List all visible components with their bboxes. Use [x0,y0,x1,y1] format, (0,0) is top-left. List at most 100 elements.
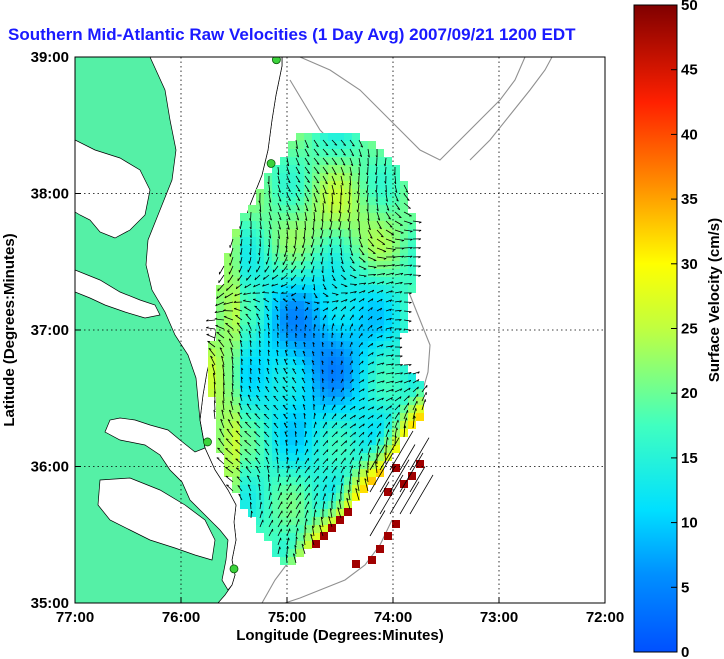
velocity-vector-head [313,517,316,521]
velocity-cell [328,413,336,421]
velocity-cell [296,533,304,541]
velocity-cell [224,357,232,365]
velocity-vector-head [306,440,308,443]
colorbar-label: Surface Velocity (cm/s) [706,218,723,382]
velocity-cell [376,349,384,357]
velocity-vector-head [341,351,343,354]
velocity-cell [336,325,344,333]
velocity-cell [280,501,288,509]
velocity-cell [248,293,256,301]
velocity-vector [291,256,297,266]
velocity-cell [312,173,320,181]
velocity-cell [312,540,320,548]
velocity-vector-head [368,227,371,231]
velocity-vector-head [273,404,277,407]
velocity-cell [264,285,272,293]
velocity-vector [349,465,353,474]
velocity-vector [312,274,315,282]
velocity-cell [256,269,264,277]
velocity-cell [368,149,376,157]
velocity-vector-head [214,400,217,403]
velocity-vector [224,292,234,299]
velocity-vector-head [405,417,408,421]
velocity-cell [336,181,344,189]
velocity-cell [240,405,248,413]
velocity-vector [277,211,282,220]
velocity-vector [254,305,261,312]
velocity-cell [304,429,312,437]
velocity-vector-head [251,510,253,514]
velocity-cell [256,213,264,221]
velocity-vector-head [319,236,322,239]
velocity-cell [272,229,280,237]
velocity-vector [358,315,363,321]
velocity-vector [346,498,351,510]
velocity-vector [376,335,383,339]
velocity-cell [288,501,296,509]
velocity-vector [259,349,261,357]
velocity-cell [320,501,328,509]
velocity-vector-head [244,285,247,289]
velocity-cell [312,349,320,357]
velocity-cell [272,325,280,333]
velocity-vector-head [346,497,349,501]
colorbar-tick-label: 25 [681,321,698,338]
velocity-cell [328,381,336,389]
velocity-cell [232,373,240,381]
velocity-vector-head [322,210,325,213]
velocity-cell [240,469,248,477]
velocity-vector-head [390,290,393,293]
velocity-vector [267,474,270,483]
velocity-cell [264,533,272,541]
velocity-vector-head [253,431,257,433]
velocity-vector-head [273,395,277,398]
velocity-vector [255,404,261,411]
velocity-cell [296,173,304,181]
velocity-vector-head [319,524,322,528]
velocity-vector [304,301,310,304]
velocity-vector [280,283,288,288]
velocity-vector [313,509,316,519]
velocity-vector [283,358,288,366]
velocity-vector [366,184,369,194]
velocity-cell [400,421,408,429]
velocity-vector [225,457,234,465]
velocity-cell [288,333,296,341]
velocity-vector-head [375,199,378,202]
velocity-vector-head [213,372,216,376]
velocity-vector-head [325,172,329,175]
velocity-vector [394,372,403,375]
velocity-cell [304,253,312,261]
velocity-vector-head [255,404,258,406]
velocity-cell [272,509,280,517]
velocity-vector [304,484,310,492]
velocity-vector [384,452,387,465]
velocity-vector [295,483,301,492]
velocity-cell [336,405,344,413]
velocity-vector-head [398,404,401,408]
velocity-vector-head [264,448,268,451]
velocity-cell [280,325,288,333]
velocity-cell [288,549,296,557]
velocity-cell [288,301,296,309]
velocity-vector [304,439,308,447]
velocity-vector-head [323,404,326,407]
velocity-cell [216,349,224,357]
velocity-cell [288,213,296,221]
velocity-cell [296,277,304,285]
velocity-cell [272,165,280,173]
velocity-vector-head [219,428,222,431]
velocity-vector-head [217,447,221,450]
velocity-cell [240,485,248,493]
velocity-vector-head [230,400,233,404]
velocity-cell [304,501,312,509]
velocity-cell [240,237,248,245]
velocity-cell [224,445,232,453]
velocity-cell [280,229,288,237]
velocity-cell [352,437,360,445]
velocity-cell [336,301,344,309]
velocity-cell [288,173,296,181]
velocity-vector [330,247,333,256]
velocity-cell [352,477,360,485]
velocity-cell [360,197,368,205]
